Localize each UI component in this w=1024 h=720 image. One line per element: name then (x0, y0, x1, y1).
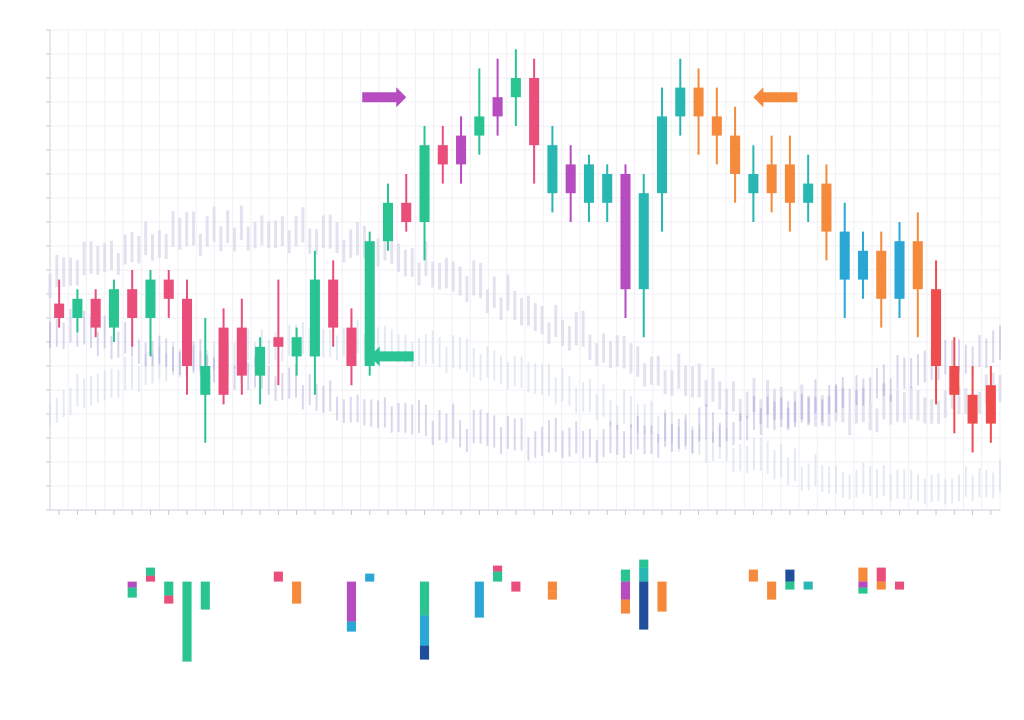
chart-svg (0, 0, 1024, 720)
candlestick-chart (0, 0, 1024, 720)
